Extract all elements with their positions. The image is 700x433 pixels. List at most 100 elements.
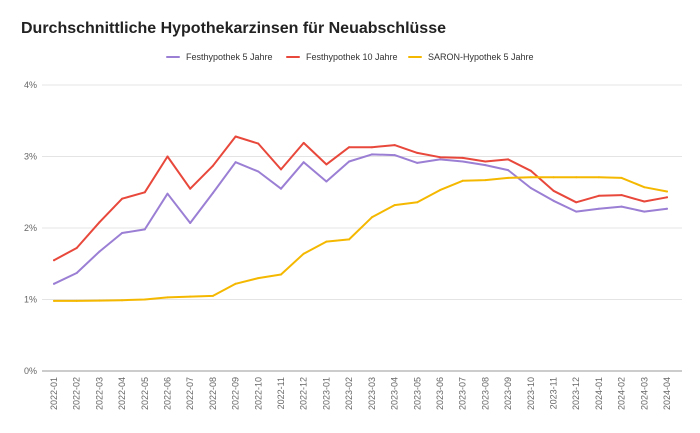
x-tick-label: 2024-04	[662, 377, 672, 410]
data-point-0-27	[666, 207, 668, 210]
data-point-2-19	[484, 179, 487, 182]
data-point-0-8	[234, 161, 237, 164]
data-point-0-23	[575, 210, 578, 213]
y-tick-label: 3%	[24, 152, 37, 162]
data-point-0-25	[620, 205, 623, 208]
data-point-0-7	[211, 192, 214, 194]
x-tick-label: 2024-01	[594, 377, 604, 410]
data-point-1-21	[529, 169, 532, 172]
data-point-0-20	[507, 169, 510, 172]
data-point-2-24	[597, 176, 600, 179]
data-point-1-20	[507, 158, 510, 161]
data-point-2-6	[189, 295, 192, 298]
x-tick-label: 2023-10	[526, 377, 536, 410]
data-point-2-25	[620, 176, 623, 179]
x-tick-label: 2024-02	[617, 377, 627, 410]
data-point-1-27	[666, 196, 668, 199]
data-point-2-0	[53, 299, 55, 302]
x-tick-label: 2022-05	[140, 377, 150, 410]
y-axis-ticks: 0% 1% 2% 3% 4%	[24, 80, 37, 376]
x-tick-label: 2023-12	[571, 377, 581, 410]
data-point-2-12	[325, 240, 328, 243]
data-point-0-5	[166, 192, 169, 195]
data-point-2-27	[666, 190, 668, 193]
legend-swatch-saron-5	[408, 56, 422, 58]
data-point-2-3	[121, 299, 124, 302]
data-point-0-11	[302, 161, 305, 164]
data-point-2-8	[234, 282, 237, 285]
data-point-2-26	[643, 186, 646, 189]
data-point-2-18	[461, 179, 464, 182]
x-tick-label: 2022-07	[185, 377, 195, 410]
x-tick-label: 2022-03	[94, 377, 104, 410]
data-point-2-2	[98, 299, 101, 302]
x-tick-label: 2022-02	[72, 377, 82, 410]
data-point-1-7	[211, 164, 214, 167]
legend-label-festhypothek-10: Festhypothek 10 Jahre	[306, 52, 398, 62]
data-point-0-17	[439, 158, 441, 161]
data-point-1-3	[121, 197, 124, 200]
legend-item-festhypothek-10: Festhypothek 10 Jahre	[286, 52, 398, 62]
data-point-0-12	[325, 180, 328, 183]
data-point-1-13	[348, 146, 351, 149]
data-point-1-1	[75, 247, 78, 249]
data-point-2-4	[143, 298, 146, 301]
data-point-2-7	[211, 294, 214, 297]
x-tick-label: 2023-09	[503, 377, 513, 410]
x-tick-label: 2022-08	[208, 377, 218, 410]
y-tick-label: 4%	[24, 80, 37, 90]
data-point-1-0	[53, 259, 55, 262]
data-point-2-14	[370, 216, 373, 219]
data-point-0-4	[143, 228, 146, 231]
x-tick-label: 2023-04	[390, 377, 400, 410]
x-tick-label: 2023-07	[458, 377, 468, 410]
x-tick-label: 2022-11	[276, 377, 286, 409]
data-point-0-19	[484, 164, 487, 167]
data-point-2-21	[529, 176, 532, 179]
data-point-1-15	[393, 144, 396, 147]
x-tick-label: 2023-06	[435, 377, 445, 410]
x-tick-label: 2023-02	[344, 377, 354, 410]
data-point-0-2	[98, 250, 101, 253]
data-point-0-21	[529, 187, 532, 189]
data-point-2-17	[439, 189, 441, 192]
x-tick-label: 2023-01	[321, 377, 331, 410]
data-point-1-22	[552, 189, 555, 192]
data-point-0-14	[370, 153, 373, 156]
legend-swatch-festhypothek-10	[286, 56, 300, 58]
legend-label-saron-5: SARON-Hypothek 5 Jahre	[428, 52, 534, 62]
legend-item-saron-5: SARON-Hypothek 5 Jahre	[408, 52, 534, 62]
data-point-0-10	[280, 187, 282, 190]
x-axis-ticks: 2022-01 2022-02 2022-03 2022-04 2022-05 2022-…	[49, 377, 672, 410]
legend-label-festhypothek-5: Festhypothek 5 Jahre	[186, 52, 273, 62]
data-point-0-1	[75, 272, 78, 274]
data-point-1-5	[166, 155, 169, 158]
x-tick-label: 2022-06	[163, 377, 173, 410]
x-tick-label: 2022-09	[231, 377, 241, 410]
data-point-2-1	[75, 299, 78, 302]
x-tick-label: 2022-01	[49, 377, 59, 410]
series-lines	[53, 135, 668, 302]
data-point-2-16	[416, 201, 419, 204]
data-point-1-6	[189, 187, 192, 190]
data-point-0-6	[189, 222, 192, 224]
data-point-2-5	[166, 296, 169, 299]
data-point-1-10	[280, 168, 282, 171]
data-point-2-22	[552, 176, 555, 179]
data-point-1-8	[234, 135, 237, 138]
data-point-0-15	[393, 154, 396, 157]
data-point-1-19	[484, 160, 487, 163]
data-point-2-23	[575, 176, 578, 179]
data-point-1-4	[143, 191, 146, 194]
x-tick-label: 2023-03	[367, 377, 377, 410]
legend-swatch-festhypothek-5	[166, 56, 180, 58]
data-point-1-16	[416, 151, 419, 154]
data-point-1-14	[370, 146, 373, 149]
data-point-0-9	[257, 170, 260, 173]
data-point-1-9	[257, 142, 260, 145]
data-point-0-0	[53, 282, 55, 285]
data-point-1-11	[302, 141, 305, 144]
x-tick-label: 2023-08	[480, 377, 490, 410]
data-point-0-16	[416, 161, 419, 164]
